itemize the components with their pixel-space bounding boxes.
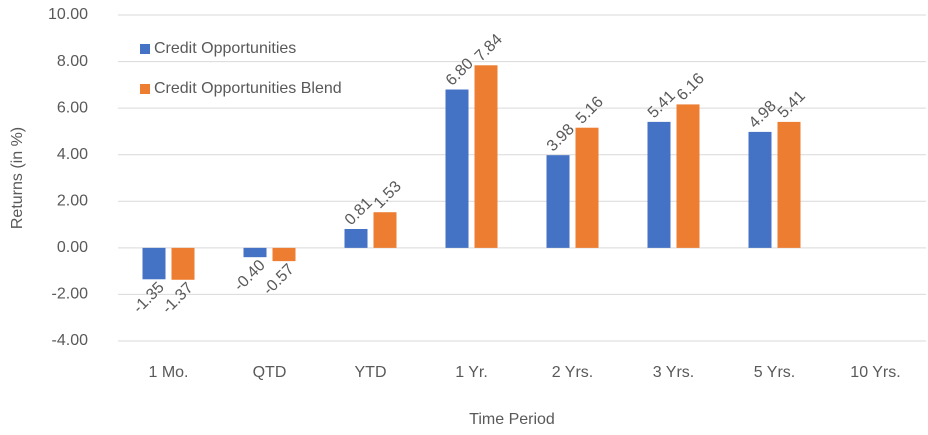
x-tick-label: 3 Yrs. (653, 364, 695, 381)
bar (344, 228, 368, 248)
y-tick-label: 0.00 (57, 239, 88, 256)
legend-swatch (140, 44, 150, 54)
x-tick-label: 10 Yrs. (850, 364, 900, 381)
bar (748, 131, 772, 248)
data-label: -1.35 (130, 279, 168, 317)
y-tick-label: 2.00 (57, 193, 88, 210)
legend-label: Credit Opportunities (154, 40, 296, 57)
bar (243, 247, 267, 258)
y-tick-label: 10.00 (48, 6, 88, 23)
x-tick-label: QTD (253, 364, 287, 381)
legend-label: Credit Opportunities Blend (154, 80, 342, 97)
bar (777, 121, 801, 248)
bar (575, 127, 599, 248)
x-tick-label: 1 Mo. (148, 364, 188, 381)
bar (445, 89, 469, 248)
y-tick-label: 4.00 (57, 146, 88, 163)
bar (142, 247, 166, 280)
data-label: -1.37 (159, 279, 197, 317)
bar (474, 65, 498, 248)
bar (647, 121, 671, 248)
legend-swatch (140, 84, 150, 94)
data-label: 5.16 (573, 93, 607, 127)
data-label: 3.98 (544, 121, 578, 155)
x-tick-label: 2 Yrs. (552, 364, 594, 381)
bar (272, 247, 296, 262)
x-tick-label: YTD (355, 364, 387, 381)
data-label: 6.80 (443, 55, 477, 89)
bar (373, 212, 397, 248)
y-axis-title: Returns (in %) (9, 127, 26, 229)
data-label: 1.53 (371, 178, 405, 212)
data-label: 6.16 (674, 70, 708, 104)
data-label: 7.84 (472, 31, 506, 65)
y-tick-label: -4.00 (52, 332, 89, 349)
y-tick-label: 6.00 (57, 99, 88, 116)
x-tick-label: 1 Yr. (455, 364, 488, 381)
data-label: 4.98 (746, 98, 780, 132)
bar (546, 155, 570, 248)
bar (676, 104, 700, 248)
y-tick-label: -2.00 (52, 286, 89, 303)
y-tick-label: 8.00 (57, 53, 88, 70)
bar (171, 247, 195, 280)
data-label: 5.41 (775, 88, 809, 122)
x-axis-title: Time Period (469, 411, 555, 428)
x-tick-label: 5 Yrs. (754, 364, 796, 381)
